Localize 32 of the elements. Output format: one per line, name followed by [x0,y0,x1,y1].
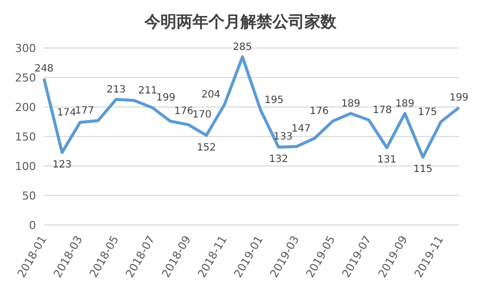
chart-title: 今明两年个月解禁公司家数 [143,11,338,33]
y-tick-label: 200 [15,100,36,114]
data-label: 189 [395,98,414,110]
data-label: 131 [377,154,396,166]
y-tick-label: 50 [22,189,36,202]
data-label: 147 [292,123,311,134]
data-label: 115 [413,164,432,176]
y-tick-label: 250 [15,71,36,84]
data-label: 133 [274,132,293,143]
data-label: 199 [449,92,469,104]
y-tick-label: 300 [15,42,36,55]
data-label: 213 [106,84,126,96]
data-label: 174 [56,107,76,118]
data-label: 211 [138,86,158,97]
y-tick-label: 0 [29,218,36,232]
data-label: 189 [341,98,360,110]
y-tick-label: 150 [15,130,36,144]
data-label: 176 [174,106,194,118]
data-label: 248 [34,64,54,75]
data-label: 195 [264,94,284,106]
data-label: 178 [372,104,392,116]
data-label: 285 [232,42,252,53]
data-label: 175 [418,106,437,118]
y-tick-label: 100 [15,160,36,173]
data-label: 176 [310,106,329,118]
data-label: 199 [156,92,176,104]
data-label: 177 [75,106,94,117]
data-label: 204 [201,90,220,101]
data-label: 132 [269,154,288,166]
data-label: 152 [196,142,216,154]
data-label: 170 [192,110,212,121]
data-label: 123 [52,159,72,170]
